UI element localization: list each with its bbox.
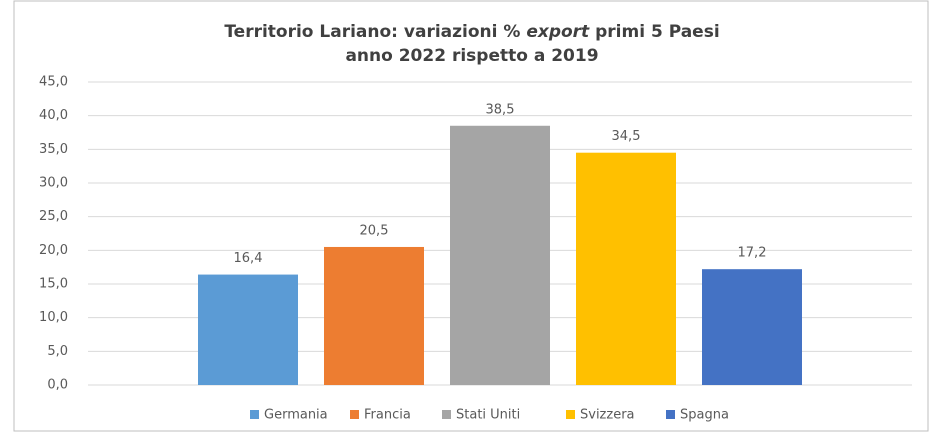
title-part: export bbox=[526, 22, 590, 42]
data-label: 38,5 bbox=[486, 102, 515, 117]
data-label: 17,2 bbox=[738, 246, 767, 261]
y-tick-label: 25,0 bbox=[39, 209, 68, 224]
legend-swatch bbox=[350, 410, 359, 419]
y-tick-label: 45,0 bbox=[39, 75, 68, 90]
bar bbox=[576, 152, 676, 385]
legend-swatch bbox=[666, 410, 675, 419]
legend-label: Svizzera bbox=[580, 408, 635, 423]
y-tick-label: 40,0 bbox=[39, 108, 68, 123]
y-tick-label: 30,0 bbox=[39, 176, 68, 191]
legend-swatch bbox=[250, 410, 259, 419]
chart-title: Territorio Lariano: variazioni % export … bbox=[224, 22, 719, 42]
legend-swatch bbox=[442, 410, 451, 419]
chart-subtitle: anno 2022 rispetto a 2019 bbox=[345, 46, 598, 66]
title-part: Territorio Lariano: variazioni % bbox=[224, 22, 526, 42]
title-part: primi 5 Paesi bbox=[589, 22, 719, 42]
legend-label: Stati Uniti bbox=[456, 408, 520, 423]
y-tick-label: 35,0 bbox=[39, 142, 68, 157]
legend-label: Spagna bbox=[680, 408, 729, 423]
bar bbox=[324, 246, 424, 385]
bar bbox=[450, 125, 550, 386]
legend-label: Germania bbox=[264, 408, 328, 423]
y-tick-label: 0,0 bbox=[47, 378, 68, 393]
legend-swatch bbox=[566, 410, 575, 419]
y-tick-label: 20,0 bbox=[39, 243, 68, 258]
data-label: 34,5 bbox=[612, 129, 641, 144]
y-tick-label: 5,0 bbox=[47, 344, 68, 359]
data-label: 20,5 bbox=[360, 223, 389, 238]
bar bbox=[702, 269, 802, 385]
legend-label: Francia bbox=[364, 408, 411, 423]
bar bbox=[198, 274, 298, 385]
y-tick-label: 10,0 bbox=[39, 310, 68, 325]
y-tick-label: 15,0 bbox=[39, 277, 68, 292]
data-label: 16,4 bbox=[234, 251, 263, 266]
